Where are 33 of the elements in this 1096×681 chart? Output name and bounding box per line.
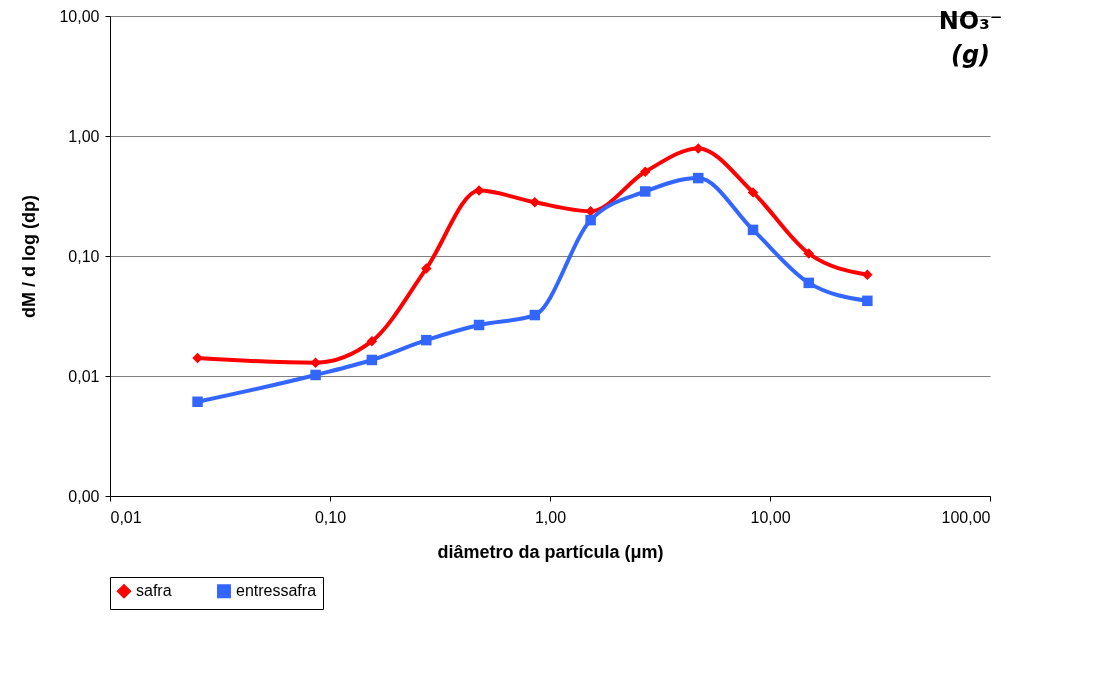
point (310, 357, 321, 368)
y-tick-label: 0,01 (68, 367, 100, 385)
point (585, 214, 596, 226)
point (693, 172, 704, 184)
point (803, 248, 814, 259)
x-tick-label: 1,00 (534, 508, 567, 526)
point (640, 186, 651, 197)
point (747, 187, 759, 198)
x-tick-label: 100,00 (941, 508, 991, 526)
point (366, 335, 378, 347)
point (803, 277, 814, 289)
point (747, 224, 759, 236)
chart-title: NO₃⁻ (938, 7, 1003, 35)
point (640, 166, 651, 178)
y-tick-label: 0,00 (68, 487, 100, 505)
y-axis-title: dM / d log (dp) (19, 195, 40, 318)
y-tick-label: 1,00 (68, 127, 100, 145)
point (421, 263, 432, 274)
x-tick-label: 10,00 (750, 508, 791, 526)
point (366, 354, 378, 366)
y-tick-label: 0,10 (68, 247, 100, 265)
point (529, 309, 541, 321)
legend-label: safra (136, 582, 172, 600)
legend-label: entressafra (236, 582, 317, 600)
x-tick-label: 0,01 (110, 508, 142, 526)
point (529, 197, 541, 208)
text: (g) (950, 41, 991, 69)
point (310, 369, 321, 381)
y-tick-label: 10,00 (59, 7, 100, 25)
point (473, 319, 485, 331)
x-axis-title: diâmetro da partícula (μm) (437, 541, 664, 562)
point (421, 334, 432, 346)
x-tick-label: 0,10 (314, 508, 347, 526)
